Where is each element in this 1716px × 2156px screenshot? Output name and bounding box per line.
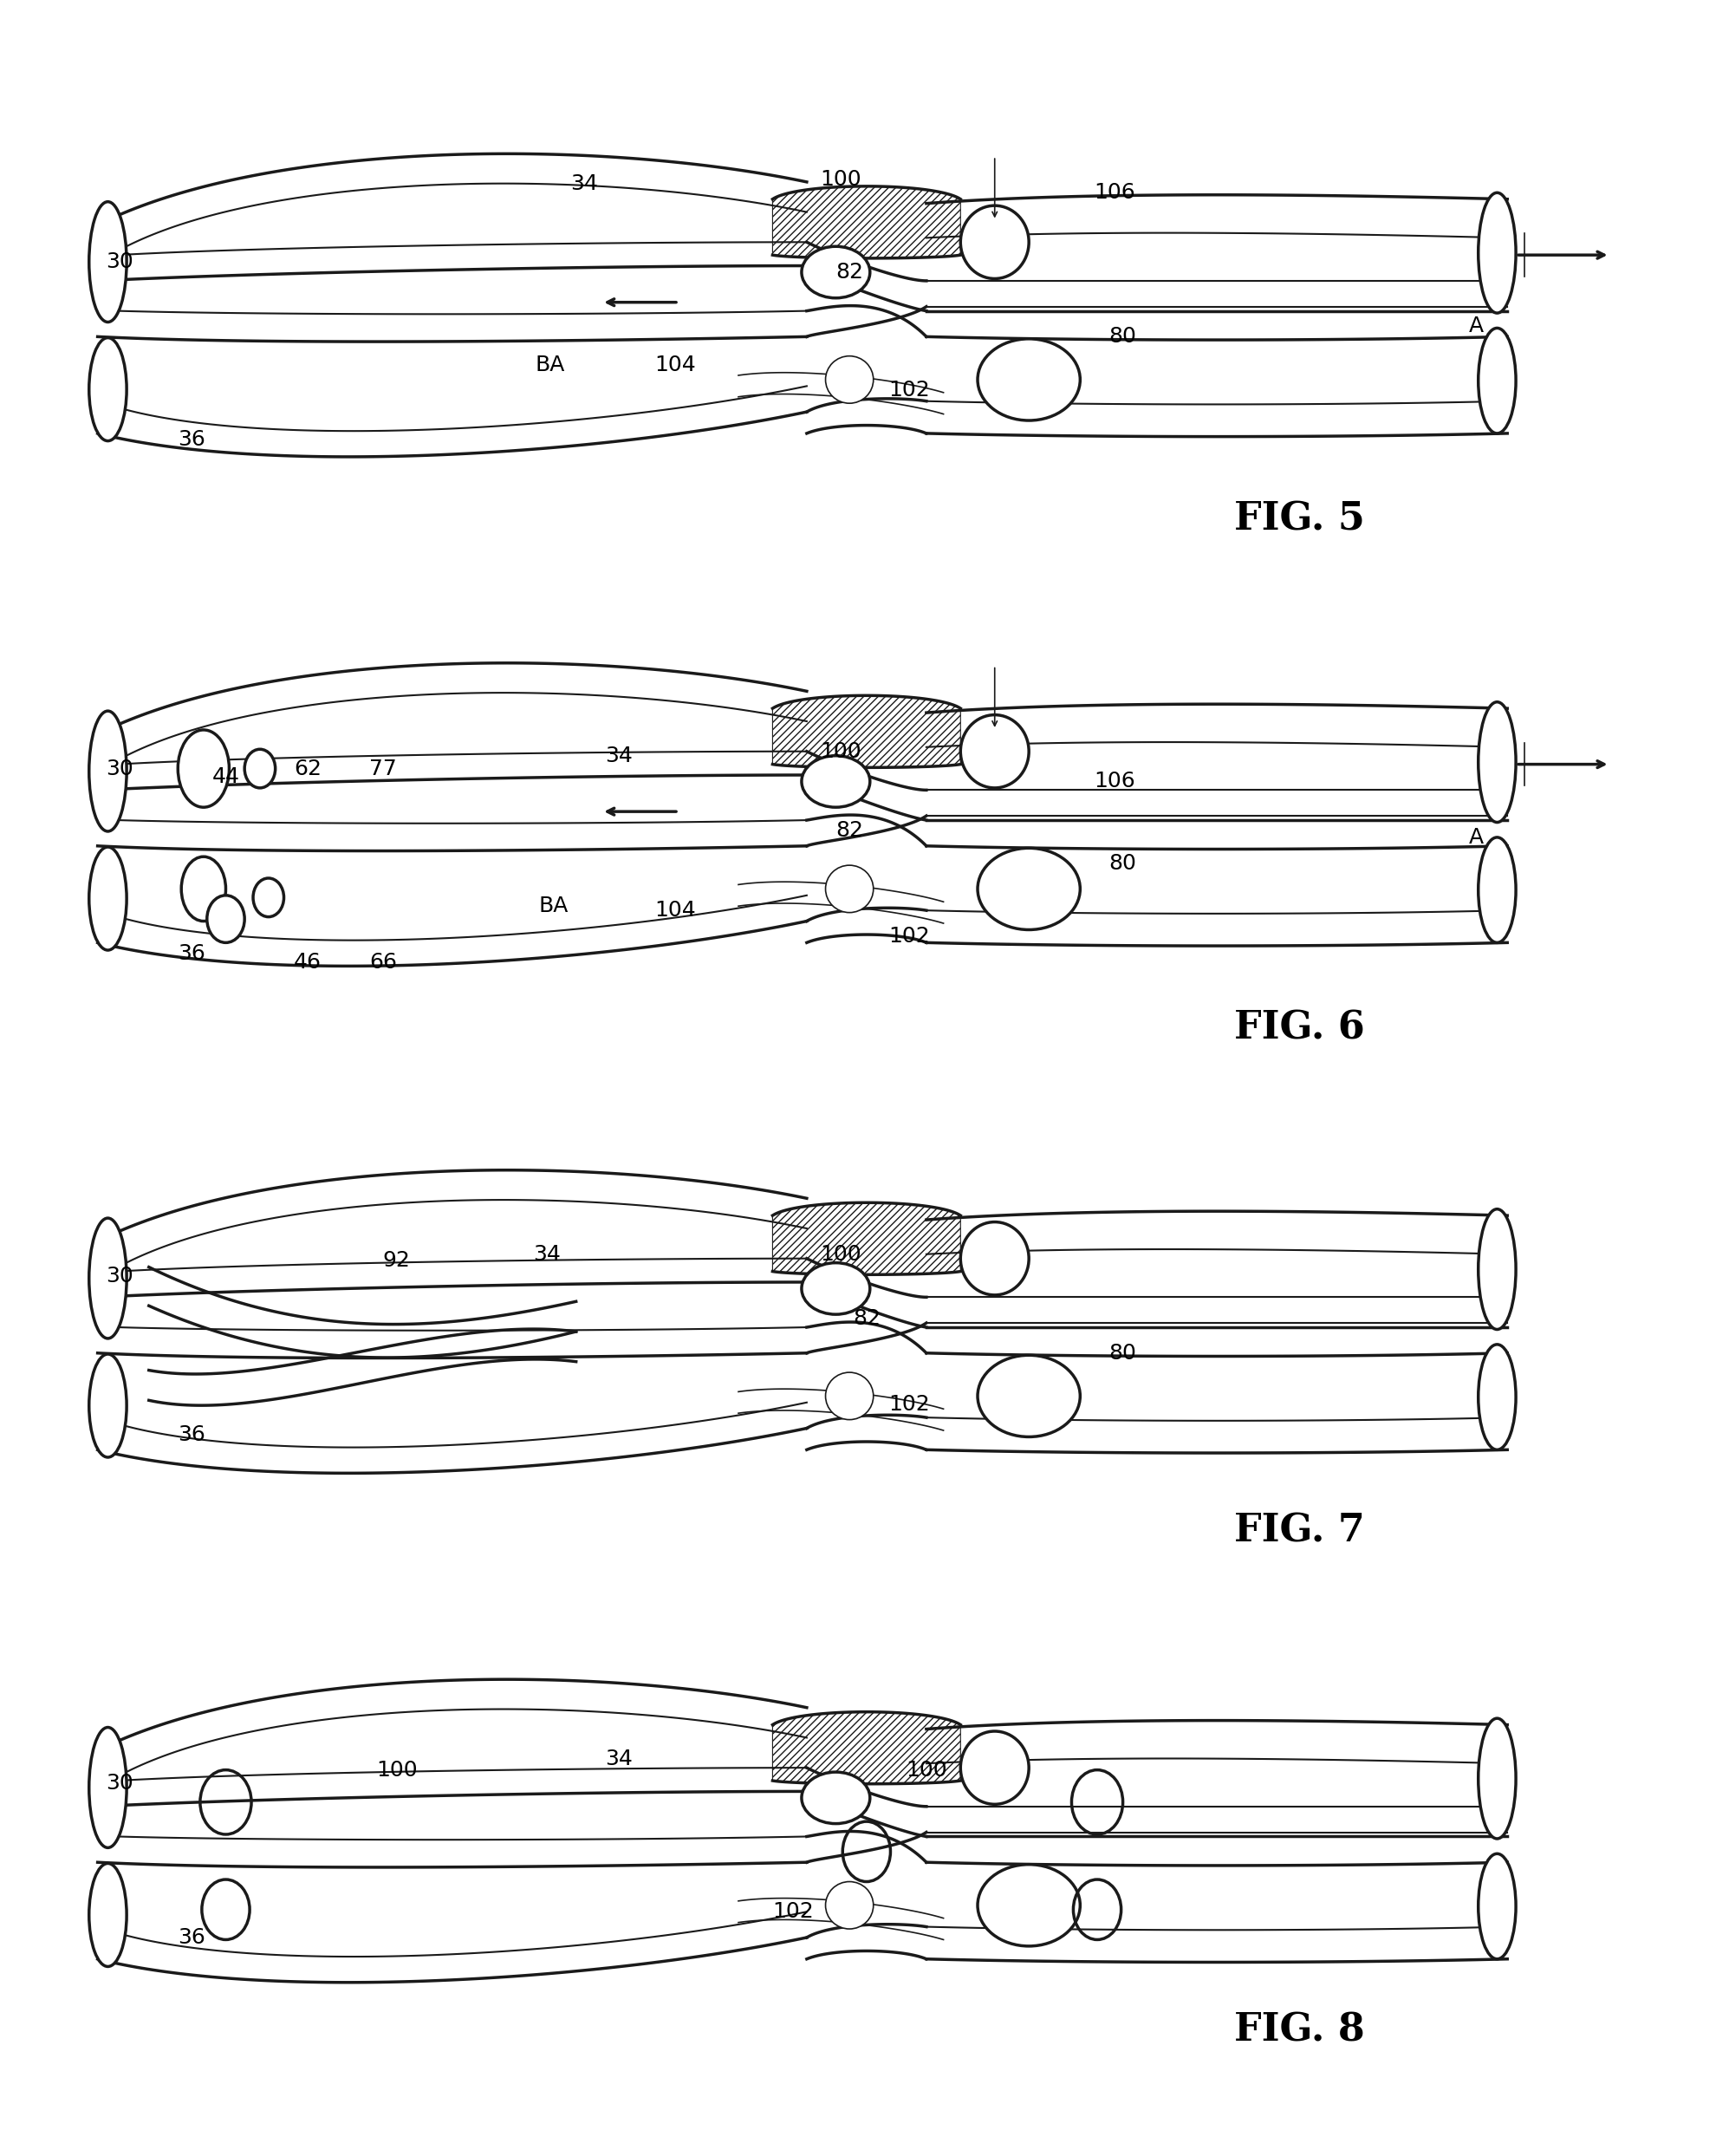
Ellipse shape	[825, 865, 873, 912]
Text: 100: 100	[820, 1244, 861, 1266]
Text: 100: 100	[906, 1759, 947, 1781]
Ellipse shape	[825, 356, 873, 403]
Ellipse shape	[801, 246, 870, 298]
Ellipse shape	[208, 895, 245, 942]
Text: 44: 44	[211, 768, 240, 787]
Text: 80: 80	[1109, 854, 1136, 873]
Text: 34: 34	[534, 1244, 561, 1266]
Ellipse shape	[825, 1373, 873, 1419]
Ellipse shape	[961, 1222, 1030, 1296]
Ellipse shape	[252, 877, 283, 916]
Ellipse shape	[1477, 1210, 1515, 1330]
Text: 104: 104	[654, 899, 697, 921]
Text: 92: 92	[383, 1250, 410, 1272]
Text: A: A	[1469, 315, 1484, 336]
Text: 66: 66	[369, 951, 396, 972]
Text: 30: 30	[106, 759, 134, 778]
Ellipse shape	[1477, 1718, 1515, 1839]
Ellipse shape	[89, 203, 127, 321]
Text: 34: 34	[606, 1749, 633, 1770]
Text: 30: 30	[106, 1266, 134, 1287]
Ellipse shape	[1477, 192, 1515, 313]
Text: 102: 102	[772, 1902, 813, 1923]
Text: 80: 80	[1109, 326, 1136, 347]
Ellipse shape	[182, 856, 227, 921]
Ellipse shape	[89, 338, 127, 440]
Text: 104: 104	[654, 354, 697, 375]
Text: 106: 106	[1093, 183, 1134, 203]
Ellipse shape	[1477, 1345, 1515, 1449]
Text: 36: 36	[178, 942, 206, 964]
Ellipse shape	[89, 1354, 127, 1457]
Text: 77: 77	[369, 759, 396, 778]
Text: 30: 30	[106, 250, 134, 272]
Ellipse shape	[825, 1882, 873, 1930]
Text: BA: BA	[539, 895, 568, 916]
Text: 100: 100	[376, 1759, 417, 1781]
Text: FIG. 8: FIG. 8	[1234, 2012, 1364, 2048]
Ellipse shape	[1477, 1854, 1515, 1960]
Ellipse shape	[961, 716, 1030, 787]
Text: BA: BA	[535, 354, 565, 375]
Text: 34: 34	[606, 746, 633, 765]
Ellipse shape	[178, 731, 230, 806]
Ellipse shape	[978, 847, 1079, 929]
Ellipse shape	[1477, 328, 1515, 433]
Ellipse shape	[89, 1727, 127, 1848]
Text: 36: 36	[178, 1927, 206, 1947]
Text: 100: 100	[820, 742, 861, 761]
Ellipse shape	[89, 711, 127, 832]
Text: 34: 34	[571, 175, 599, 194]
Text: A: A	[1469, 828, 1484, 847]
Text: 36: 36	[178, 1425, 206, 1445]
Text: 82: 82	[836, 821, 863, 841]
Text: 82: 82	[853, 1309, 880, 1328]
Text: 62: 62	[293, 759, 321, 778]
Text: 36: 36	[178, 429, 206, 451]
Ellipse shape	[1477, 837, 1515, 942]
Ellipse shape	[801, 1263, 870, 1315]
Text: FIG. 7: FIG. 7	[1234, 1514, 1364, 1550]
Ellipse shape	[961, 205, 1030, 278]
Text: 46: 46	[293, 951, 321, 972]
Text: 102: 102	[889, 1395, 930, 1414]
Ellipse shape	[961, 1731, 1030, 1805]
Ellipse shape	[978, 338, 1079, 420]
Ellipse shape	[801, 1772, 870, 1824]
Text: 100: 100	[820, 170, 861, 190]
Text: FIG. 6: FIG. 6	[1234, 1009, 1364, 1048]
Ellipse shape	[89, 1218, 127, 1339]
Ellipse shape	[89, 847, 127, 951]
Text: 106: 106	[1093, 772, 1134, 791]
Ellipse shape	[978, 1865, 1079, 1947]
Text: 102: 102	[889, 379, 930, 401]
Text: 80: 80	[1109, 1343, 1136, 1363]
Text: 30: 30	[106, 1772, 134, 1794]
Ellipse shape	[801, 757, 870, 806]
Text: FIG. 5: FIG. 5	[1234, 500, 1364, 539]
Text: 82: 82	[836, 261, 863, 282]
Ellipse shape	[89, 1863, 127, 1966]
Ellipse shape	[978, 1356, 1079, 1436]
Text: 102: 102	[889, 925, 930, 946]
Ellipse shape	[245, 750, 275, 787]
Ellipse shape	[1477, 703, 1515, 821]
